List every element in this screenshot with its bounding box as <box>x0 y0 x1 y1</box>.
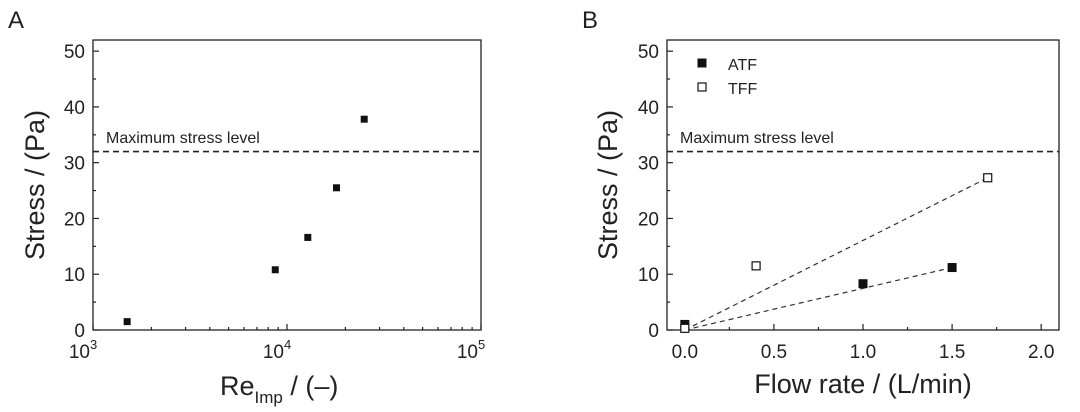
legend-marker-tff <box>697 82 707 92</box>
panel-a-data-point <box>304 233 312 241</box>
panel-b-x-tick-label: 2.0 <box>1028 342 1054 363</box>
panel-b-data-point-tff <box>751 261 761 271</box>
panel-b-y-tick-label: 0 <box>648 321 659 342</box>
panel-b-y-tick-label: 50 <box>638 42 659 63</box>
panel-b-legend: ATF TFF <box>697 57 758 98</box>
panel-a-label: A <box>8 7 24 34</box>
panel-a-x-axis-title-main: Re <box>220 371 255 401</box>
panel-b-x-ticks: 0.0 0.5 1.0 1.5 2.0 <box>672 324 1054 363</box>
panel-a-data-point <box>123 318 131 326</box>
panel-b-fit-line-atf <box>684 266 953 331</box>
panel-a-y-ticks: 0 10 20 30 40 50 <box>64 42 99 342</box>
panel-b-y-tick-label: 40 <box>638 98 659 119</box>
panel-b-label: B <box>582 7 598 34</box>
panel-a-data-point <box>333 184 341 192</box>
panel-b-y-tick-label: 20 <box>638 209 659 230</box>
panel-a-x-axis-title: ReImp / (–) <box>220 371 338 407</box>
panel-a-x-tick-label: 105 <box>457 337 485 363</box>
panel-a-y-tick-label: 50 <box>64 42 85 63</box>
panel-a-x-axis-title-suffix: / (–) <box>283 371 339 401</box>
panel-a-x-tick-label: 104 <box>263 337 291 363</box>
panel-b-fit-lines <box>684 177 988 331</box>
panel-b-x-tick-label: 1.0 <box>850 342 876 363</box>
panel-a-x-tick-base: 10 <box>69 342 90 363</box>
panel-a-data-point <box>271 266 279 274</box>
legend-label-atf: ATF <box>728 57 757 74</box>
panel-a-y-tick-label: 0 <box>74 321 85 342</box>
panel-b-x-axis-title: Flow rate / (L/min) <box>754 369 972 399</box>
panel-b-data-point-tff <box>983 173 993 183</box>
panel-a-max-stress-label: Maximum stress level <box>106 130 260 147</box>
panel-a-y-tick-label: 40 <box>64 98 85 119</box>
panel-a-x-ticks: 103 104 105 <box>69 324 485 363</box>
panel-b-points <box>680 173 993 333</box>
panel-b-y-tick-label: 10 <box>638 265 659 286</box>
panel-a-points <box>123 115 368 326</box>
panel-b-x-tick-label: 0.5 <box>761 342 787 363</box>
panel-a-data-point <box>360 115 368 123</box>
legend-label-tff: TFF <box>728 81 758 98</box>
panel-b-data-point-atf <box>947 263 957 273</box>
panel-b: B 0 10 20 30 40 50 0.0 0.5 1.0 1.5 2.0 Maximum st… <box>582 7 1060 399</box>
panel-b-x-tick-label: 1.5 <box>939 342 965 363</box>
panel-a-x-tick-exponent: 5 <box>478 337 485 352</box>
panel-b-max-stress-label: Maximum stress level <box>680 130 834 147</box>
panel-b-y-tick-label: 30 <box>638 154 659 175</box>
panel-a-x-tick-exponent: 3 <box>90 337 97 352</box>
panel-a-y-axis-title: Stress / (Pa) <box>20 110 50 260</box>
panel-a-x-axis-title-subscript: Imp <box>255 388 283 407</box>
panel-b-data-point-atf <box>858 279 868 289</box>
panel-a-plot-frame <box>92 39 482 331</box>
panel-b-data-point-tff <box>680 323 690 333</box>
panel-b-x-tick-label: 0.0 <box>672 342 698 363</box>
panel-a-x-tick-label: 103 <box>69 337 97 363</box>
panel-b-y-ticks: 0 10 20 30 40 50 <box>638 42 673 342</box>
panel-b-fit-line-tff <box>684 177 988 331</box>
legend-marker-atf <box>697 58 707 68</box>
panel-a-x-tick-exponent: 4 <box>284 337 291 352</box>
panel-b-y-axis-title: Stress / (Pa) <box>593 110 623 260</box>
panel-a-y-tick-label: 10 <box>64 265 85 286</box>
panel-a-y-tick-label: 20 <box>64 209 85 230</box>
panel-a-x-tick-base: 10 <box>263 342 284 363</box>
panel-a-x-tick-base: 10 <box>457 342 478 363</box>
panel-a-y-tick-label: 30 <box>64 154 85 175</box>
